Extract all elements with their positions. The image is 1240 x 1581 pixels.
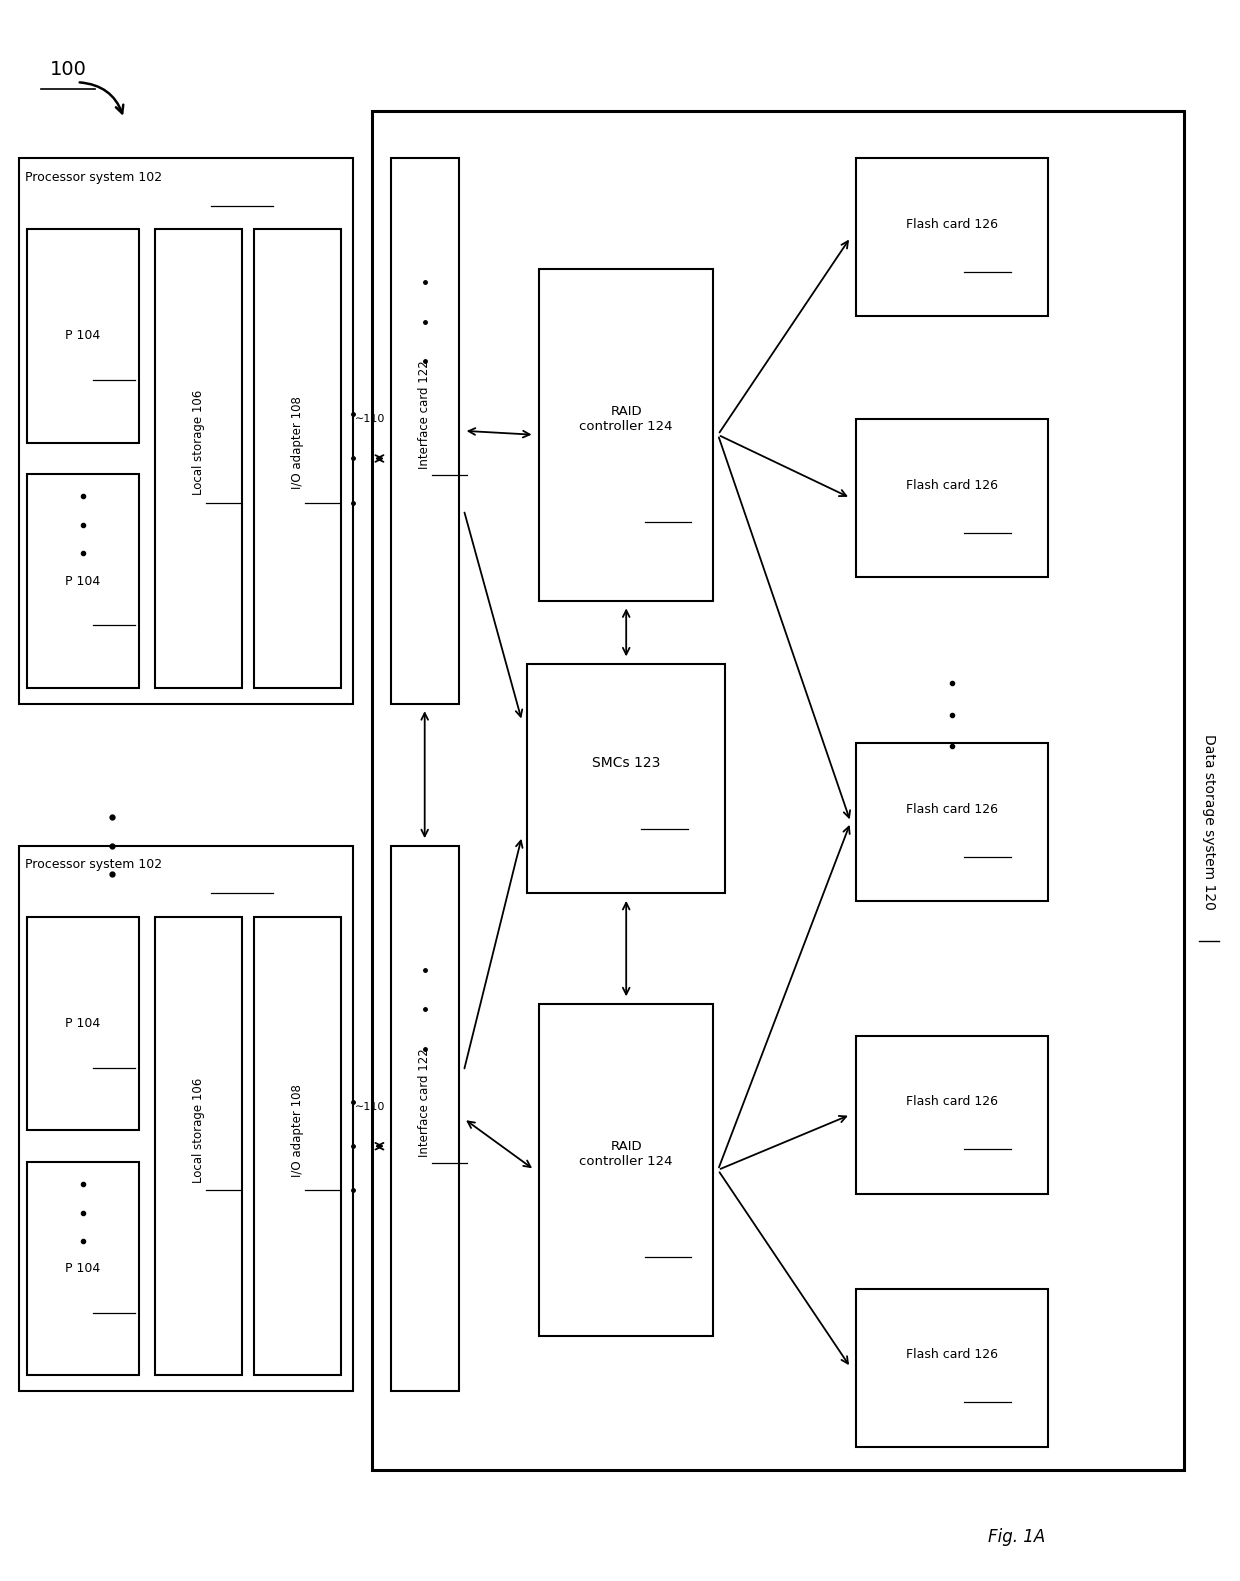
Text: Flash card 126: Flash card 126 bbox=[905, 218, 998, 231]
Bar bbox=[856, 1289, 1048, 1447]
Bar bbox=[372, 111, 1184, 1470]
Bar bbox=[27, 229, 139, 443]
Bar bbox=[539, 269, 713, 601]
Text: RAID
controller 124: RAID controller 124 bbox=[579, 1140, 673, 1168]
Text: ∼110: ∼110 bbox=[355, 1102, 384, 1111]
Bar bbox=[391, 846, 459, 1391]
Bar bbox=[539, 1004, 713, 1336]
Text: Fig. 1A: Fig. 1A bbox=[988, 1527, 1045, 1546]
Text: I/O adapter 108: I/O adapter 108 bbox=[291, 1085, 304, 1176]
Bar bbox=[856, 743, 1048, 901]
Text: Flash card 126: Flash card 126 bbox=[905, 1349, 998, 1361]
Bar bbox=[27, 1162, 139, 1375]
Text: P 104: P 104 bbox=[66, 1017, 100, 1031]
Text: 100: 100 bbox=[50, 60, 87, 79]
Bar bbox=[27, 474, 139, 688]
Bar bbox=[19, 158, 353, 704]
Text: P 104: P 104 bbox=[66, 1262, 100, 1276]
Bar bbox=[27, 917, 139, 1130]
Text: P 104: P 104 bbox=[66, 329, 100, 343]
Text: Local storage 106: Local storage 106 bbox=[192, 391, 205, 495]
Bar bbox=[856, 419, 1048, 577]
Bar bbox=[155, 229, 242, 688]
Text: Flash card 126: Flash card 126 bbox=[905, 479, 998, 492]
Bar bbox=[254, 917, 341, 1375]
Bar bbox=[856, 1036, 1048, 1194]
Bar bbox=[254, 229, 341, 688]
Bar bbox=[19, 846, 353, 1391]
Bar bbox=[155, 917, 242, 1375]
Bar bbox=[527, 664, 725, 893]
Text: Processor system 102: Processor system 102 bbox=[25, 858, 162, 871]
Bar bbox=[391, 158, 459, 704]
Text: Data storage system 120: Data storage system 120 bbox=[1202, 734, 1216, 911]
Text: I/O adapter 108: I/O adapter 108 bbox=[291, 397, 304, 489]
Text: SMCs 123: SMCs 123 bbox=[591, 756, 661, 770]
Text: P 104: P 104 bbox=[66, 574, 100, 588]
Text: RAID
controller 124: RAID controller 124 bbox=[579, 405, 673, 433]
Text: Processor system 102: Processor system 102 bbox=[25, 171, 162, 183]
Text: Flash card 126: Flash card 126 bbox=[905, 803, 998, 816]
Text: Interface card 122: Interface card 122 bbox=[418, 1048, 432, 1157]
Bar bbox=[856, 158, 1048, 316]
Text: Flash card 126: Flash card 126 bbox=[905, 1096, 998, 1108]
Text: ∼110: ∼110 bbox=[355, 414, 384, 424]
Text: Interface card 122: Interface card 122 bbox=[418, 360, 432, 470]
Text: Local storage 106: Local storage 106 bbox=[192, 1078, 205, 1183]
